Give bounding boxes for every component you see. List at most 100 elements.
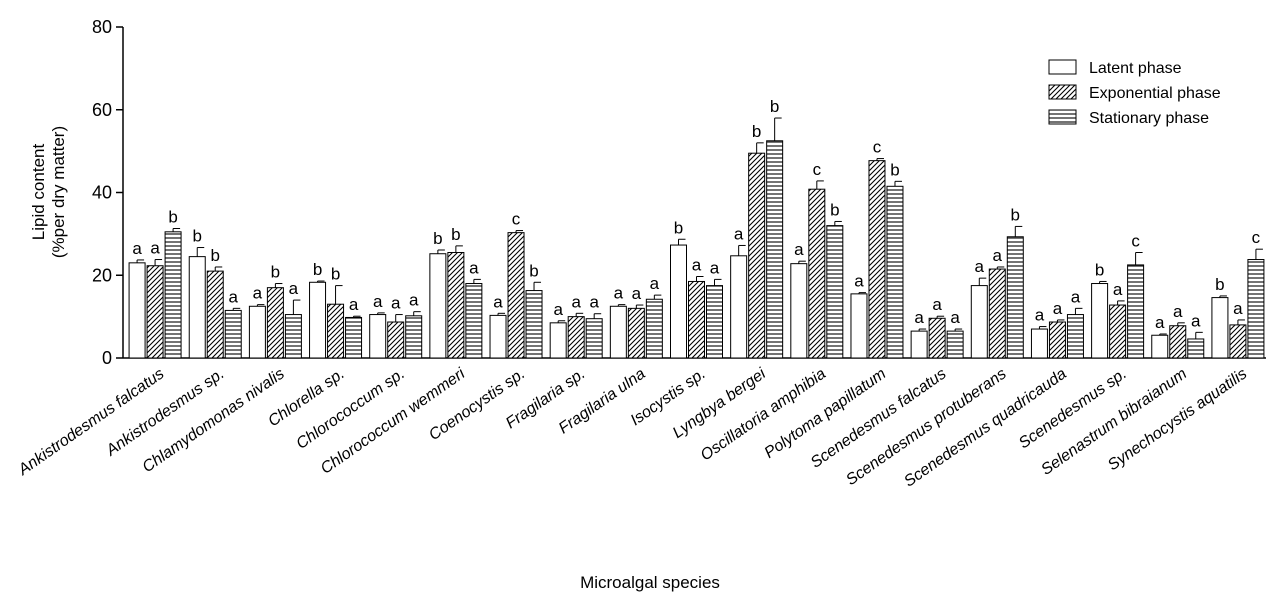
bar [766, 140, 784, 359]
significance-letter: a [1053, 299, 1063, 318]
y-tick-label: 80 [92, 17, 112, 37]
bar [429, 253, 447, 359]
bar [1091, 283, 1109, 359]
bar [790, 263, 808, 359]
significance-letter: a [914, 308, 924, 327]
bar [266, 287, 284, 359]
bar [369, 314, 387, 359]
significance-letter: c [873, 138, 882, 157]
bar [1127, 264, 1145, 359]
significance-letter: a [571, 292, 581, 311]
bar [387, 321, 405, 359]
legend-swatch [1048, 84, 1077, 100]
significance-letter: a [589, 293, 599, 312]
bar [284, 314, 302, 359]
significance-letter: a [932, 295, 942, 314]
significance-letter: a [632, 284, 642, 303]
significance-letter: b [529, 261, 538, 280]
significance-letter: b [752, 122, 761, 141]
bar [670, 244, 687, 359]
x-axis-title: Microalgal species [580, 573, 720, 592]
significance-letter: a [993, 246, 1003, 265]
significance-letter: a [1155, 313, 1165, 332]
significance-letter: a [1173, 302, 1183, 321]
significance-letter: a [391, 294, 401, 313]
bar [188, 256, 206, 359]
bar [688, 280, 705, 359]
significance-letter: b [193, 227, 202, 246]
significance-letter: b [674, 218, 683, 237]
significance-letter: c [512, 210, 521, 229]
y-axis-title-line2: (%per dry matter) [49, 126, 68, 258]
bar [549, 322, 567, 359]
bar [988, 268, 1006, 359]
bar [826, 225, 844, 359]
legend: Latent phase Exponential phase Stationary … [1048, 59, 1221, 127]
significance-letter: c [1252, 228, 1261, 247]
bar [1187, 338, 1205, 359]
bar [345, 316, 363, 359]
bar [970, 285, 988, 359]
significance-letter: b [271, 263, 280, 282]
bar [585, 318, 603, 359]
legend-swatch [1048, 59, 1077, 75]
significance-letter: a [794, 240, 804, 259]
significance-letter: b [451, 225, 460, 244]
significance-letter: b [313, 260, 322, 279]
bar [1066, 314, 1084, 359]
significance-letter: a [229, 287, 239, 306]
significance-letter: a [150, 239, 160, 258]
bar [146, 265, 164, 359]
bar [627, 307, 645, 359]
bar [327, 303, 345, 359]
significance-letter: b [830, 200, 839, 219]
bar [1109, 304, 1127, 359]
significance-letter: a [409, 291, 419, 310]
y-tick-label: 40 [92, 183, 112, 203]
significance-letter: a [1035, 306, 1045, 325]
bar [706, 285, 723, 359]
y-tick-label: 20 [92, 265, 112, 285]
significance-letter: a [854, 272, 864, 291]
y-axis-title-line1: Lipid content [29, 144, 48, 241]
bar [730, 255, 748, 359]
bar [1048, 321, 1066, 359]
significance-letter: a [349, 295, 359, 314]
significance-letter: a [692, 255, 702, 274]
significance-letter: b [168, 207, 177, 226]
significance-letter: a [1113, 280, 1123, 299]
bar [928, 317, 946, 359]
bar [309, 281, 327, 359]
significance-letter: a [950, 308, 960, 327]
bar [1151, 334, 1169, 359]
significance-letter: a [132, 239, 142, 258]
y-tick-label: 0 [102, 348, 112, 368]
bar [868, 160, 886, 359]
bar [886, 185, 904, 359]
significance-letter: a [650, 274, 660, 293]
significance-letter: b [770, 97, 779, 116]
significance-letter: c [813, 160, 822, 179]
bar [808, 188, 826, 359]
significance-letter: a [734, 224, 744, 243]
bar [609, 305, 627, 359]
bar [164, 231, 182, 359]
bar [248, 305, 266, 359]
bar [748, 152, 766, 359]
bar [645, 298, 663, 359]
bar [850, 293, 868, 359]
significance-letter: a [614, 284, 624, 303]
bar [1006, 236, 1024, 359]
significance-letter: c [1131, 231, 1140, 250]
bar [405, 315, 423, 359]
bar [1169, 325, 1187, 359]
bar [224, 309, 242, 359]
bar [910, 330, 928, 359]
bar [206, 270, 224, 359]
significance-letter: b [433, 229, 442, 248]
bar [567, 316, 585, 359]
bar [525, 290, 543, 359]
significance-letter: b [331, 265, 340, 284]
bar [489, 314, 507, 359]
